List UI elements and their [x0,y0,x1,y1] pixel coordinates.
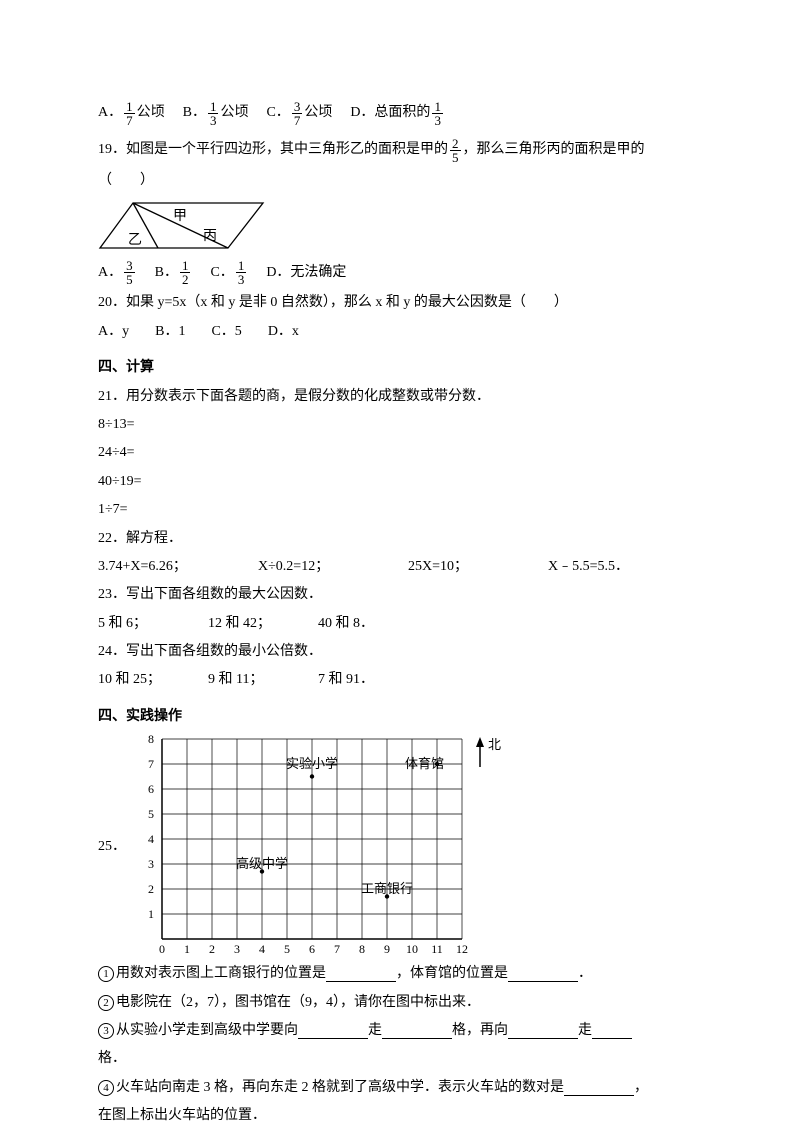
q25-sub3: 3 从实验小学走到高级中学要向 走 格，再向 走 [98,1020,695,1042]
svg-text:1: 1 [148,907,154,921]
fraction: 2 5 [450,137,461,164]
q19-paren: （ ） [98,170,695,192]
q20-opt-b: B．1 [155,321,185,343]
svg-text:体育馆: 体育馆 [405,756,444,771]
q23-title: 23．写出下面各组数的最大公因数． [98,584,695,606]
coordinate-grid: 012345678910111212345678实验小学体育馆高级中学工商银行北 [134,734,514,959]
q24-title: 24．写出下面各组数的最小公倍数． [98,641,695,663]
label-yi: 乙 [128,232,142,248]
q25-sub3-end: 格． [98,1048,695,1070]
q20-text: 20．如果 y=5x（x 和 y 是非 0 自然数），那么 x 和 y 的最大公… [98,292,695,314]
svg-text:11: 11 [431,942,443,956]
circled-number-icon: 2 [98,995,114,1011]
svg-text:8: 8 [359,942,365,956]
q20-options: A．y B．1 C．5 D．x [98,321,695,343]
q19-opt-d: D．无法确定 [266,262,346,284]
svg-text:9: 9 [384,942,390,956]
circled-number-icon: 4 [98,1080,114,1096]
fraction: 3 5 [124,259,135,286]
parallelogram-figure: 甲 乙 丙 [98,198,268,253]
blank-field[interactable] [508,966,578,982]
opt-label: B． [183,102,206,124]
q18-opt-d: D．总面积的 1 3 [350,100,445,127]
q23-items: 5 和 6； 12 和 42； 40 和 8． [98,613,695,635]
q25-grid-wrapper: 25． 012345678910111212345678实验小学体育馆高级中学工… [98,734,695,959]
opt-label: D．总面积的 [350,102,430,124]
section-practice-title: 四、实践操作 [98,706,695,728]
svg-text:3: 3 [234,942,240,956]
svg-text:6: 6 [148,782,154,796]
blank-field[interactable] [298,1023,368,1039]
label-bing: 丙 [203,229,217,244]
q19-text: 19．如图是一个平行四边形，其中三角形乙的面积是甲的 2 5 ，那么三角形丙的面… [98,137,695,164]
q18-opt-b: B． 1 3 公顷 [183,100,249,127]
blank-field[interactable] [382,1023,452,1039]
opt-label: C． [266,102,289,124]
svg-text:8: 8 [148,734,154,746]
q22-items: 3.74+X=6.26； X÷0.2=12； 25X=10； X﹣5.5=5.5… [98,556,695,578]
blank-field[interactable] [326,966,396,982]
svg-text:4: 4 [259,942,265,956]
svg-text:12: 12 [456,942,468,956]
q22-title: 22．解方程． [98,528,695,550]
blank-field[interactable] [592,1023,632,1039]
q25-sub4-end: 在图上标出火车站的位置． [98,1105,695,1127]
q21-title: 21．用分数表示下面各题的商，是假分数的化成整数或带分数． [98,386,695,408]
q19-options: A． 3 5 B． 1 2 C． 1 3 D．无法确定 [98,259,695,286]
q21-item: 8÷13= [98,414,695,436]
blank-field[interactable] [508,1023,578,1039]
svg-text:实验小学: 实验小学 [286,756,338,771]
svg-text:3: 3 [148,857,154,871]
svg-text:0: 0 [159,942,165,956]
q19-opt-b: B． 1 2 [155,259,193,286]
svg-text:7: 7 [148,757,154,771]
q18-options: A． 1 7 公顷 B． 1 3 公顷 C． 3 7 公顷 D．总面积的 1 3 [98,100,695,127]
svg-text:4: 4 [148,832,154,846]
svg-text:工商银行: 工商银行 [361,881,413,896]
svg-text:1: 1 [184,942,190,956]
circled-number-icon: 1 [98,966,114,982]
q19-opt-c: C． 1 3 [210,259,248,286]
fraction: 3 7 [292,100,303,127]
svg-text:5: 5 [284,942,290,956]
opt-label: A． [98,102,122,124]
q18-opt-a: A． 1 7 公顷 [98,100,165,127]
fraction: 1 2 [180,259,191,286]
q20-opt-d: D．x [268,321,299,343]
q25-sub4: 4 火车站向南走 3 格，再向东走 2 格就到了高级中学．表示火车站的数对是 ， [98,1077,695,1099]
svg-text:10: 10 [406,942,418,956]
q19-opt-a: A． 3 5 [98,259,137,286]
label-jia: 甲 [173,209,187,224]
svg-text:2: 2 [209,942,215,956]
q18-opt-c: C． 3 7 公顷 [266,100,332,127]
q20-opt-a: A．y [98,321,129,343]
q25-label: 25． [98,836,126,858]
svg-text:2: 2 [148,882,154,896]
circled-number-icon: 3 [98,1023,114,1039]
blank-field[interactable] [564,1080,634,1096]
svg-text:7: 7 [334,942,340,956]
svg-text:北: 北 [488,737,501,752]
section-calc-title: 四、计算 [98,357,695,379]
q21-item: 40÷19= [98,471,695,493]
fraction: 1 3 [236,259,247,286]
svg-text:5: 5 [148,807,154,821]
fraction: 1 3 [432,100,443,127]
q21-item: 24÷4= [98,442,695,464]
q24-items: 10 和 25； 9 和 11； 7 和 91． [98,669,695,691]
fraction: 1 7 [124,100,135,127]
svg-text:高级中学: 高级中学 [236,856,288,871]
fraction: 1 3 [208,100,219,127]
q21-item: 1÷7= [98,499,695,521]
svg-text:6: 6 [309,942,315,956]
q25-sub2: 2 电影院在（2，7），图书馆在（9，4），请你在图中标出来． [98,992,695,1014]
q25-sub1: 1 用数对表示图上工商银行的位置是 ，体育馆的位置是 ． [98,963,695,985]
q20-opt-c: C．5 [211,321,241,343]
